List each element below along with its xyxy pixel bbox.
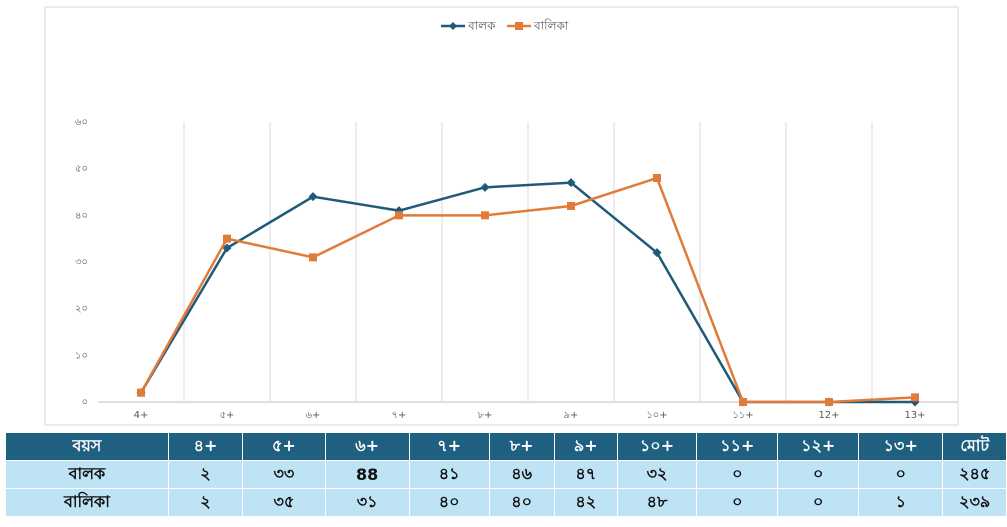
table-cell: ০ [777, 488, 860, 517]
table-cell: ৮+ [488, 432, 555, 461]
table-cell: ১২+ [777, 432, 860, 461]
x-tick-label: ৬+ [306, 410, 321, 421]
table-cell: ১৩+ [858, 432, 944, 461]
x-tick-label: 12+ [818, 410, 839, 421]
x-tick-label: ৯+ [564, 410, 579, 421]
chart: ০ ১০ ২০ ৩০ ৪০ ৫০ ৬০ 4+ ৫+ ৬+ ৭+ ৮+ ৯+ ১০+ ১১+ 12+ 13+ বাল… [44, 6, 959, 426]
legend-label: বালিকা [533, 19, 569, 33]
table-cell: ৪০ [488, 488, 555, 517]
legend-marker [449, 22, 457, 30]
legend-marker [515, 22, 523, 30]
table-cell: ২ [167, 488, 244, 517]
table-cell: ১ [858, 488, 944, 517]
x-tick-label: ১১+ [732, 410, 753, 421]
y-tick-label: ৩০ [75, 257, 88, 268]
table-cell: ৩১ [324, 488, 410, 517]
y-tick-label: ২০ [75, 304, 88, 315]
marker [652, 248, 662, 258]
x-tick-label: ১০+ [646, 410, 667, 421]
table-cell: ৫+ [242, 432, 326, 461]
legend-label: বালক [467, 19, 496, 33]
table-cell: ৭+ [408, 432, 490, 461]
table-cell: ৩৩ [242, 460, 326, 489]
y-tick-label: ৫০ [75, 164, 88, 175]
y-tick-label: ০ [81, 397, 88, 408]
x-tick-label: ৭+ [392, 410, 407, 421]
marker [308, 192, 318, 202]
table-cell: ১০+ [616, 432, 698, 461]
table-cell: ৩৫ [242, 488, 326, 517]
y-tick-label: ১০ [75, 350, 88, 361]
table-row: বালক ২ ৩৩ 88 ৪১ ৪৬ ৪৭ ৩২ ০ ০ ০ ২৪৫ [5, 460, 1007, 489]
table-cell: ২ [167, 460, 244, 489]
table-cell: ৪২ [553, 488, 618, 517]
table-cell: ৬+ [324, 432, 410, 461]
table-cell: ৯+ [553, 432, 618, 461]
marker [567, 202, 575, 210]
table-cell: মোট [942, 432, 1007, 461]
chart-frame [44, 6, 959, 426]
table-cell: ০ [777, 460, 860, 489]
y-tick-label: ৪০ [75, 210, 88, 221]
marker [395, 211, 403, 220]
marker [911, 393, 919, 402]
table-row: বয়স ৪+ ৫+ ৬+ ৭+ ৮+ ৯+ ১০+ ১১+ ১২+ ১৩+ মোট [5, 432, 1007, 461]
table-cell: ০ [858, 460, 944, 489]
table-cell: ৩২ [616, 460, 698, 489]
table-cell: বয়স [5, 432, 169, 461]
table-cell: ৪১ [408, 460, 490, 489]
table-cell: ০ [696, 460, 779, 489]
table-row: বালিকা ২ ৩৫ ৩১ ৪০ ৪০ ৪২ ৪৮ ০ ০ ১ ২৩৯ [5, 488, 1007, 517]
y-tick-label: ৬০ [75, 117, 88, 128]
table-cell: ৪০ [408, 488, 490, 517]
table-cell: বালক [5, 460, 169, 489]
table-cell: ২৪৫ [942, 460, 1007, 489]
table-cell: 88 [324, 460, 410, 489]
table-cell: ৪+ [167, 432, 244, 461]
marker [309, 253, 317, 262]
x-tick-label: 4+ [134, 410, 149, 421]
series-line [139, 176, 916, 404]
table-cell: ০ [696, 488, 779, 517]
marker [825, 398, 833, 406]
data-table: বয়স ৪+ ৫+ ৬+ ৭+ ৮+ ৯+ ১০+ ১১+ ১২+ ১৩+ মোট বালক ২ ৩৩ 88… [5, 432, 1007, 517]
x-tick-label: ৮+ [478, 410, 493, 421]
marker [480, 182, 490, 192]
table-cell: ৪৮ [616, 488, 698, 517]
table-cell: ১১+ [696, 432, 779, 461]
x-tick-label: 13+ [904, 410, 925, 421]
table-cell: ২৩৯ [942, 488, 1007, 517]
table-cell: বালিকা [5, 488, 169, 517]
table-cell: ৪৭ [553, 460, 618, 489]
marker [739, 398, 747, 406]
marker [566, 178, 576, 188]
marker [653, 174, 661, 182]
x-tick-label: ৫+ [220, 410, 235, 421]
marker [481, 211, 489, 220]
marker [223, 234, 231, 243]
marker [137, 388, 145, 397]
table-cell: ৪৬ [488, 460, 555, 489]
marker [222, 243, 232, 253]
